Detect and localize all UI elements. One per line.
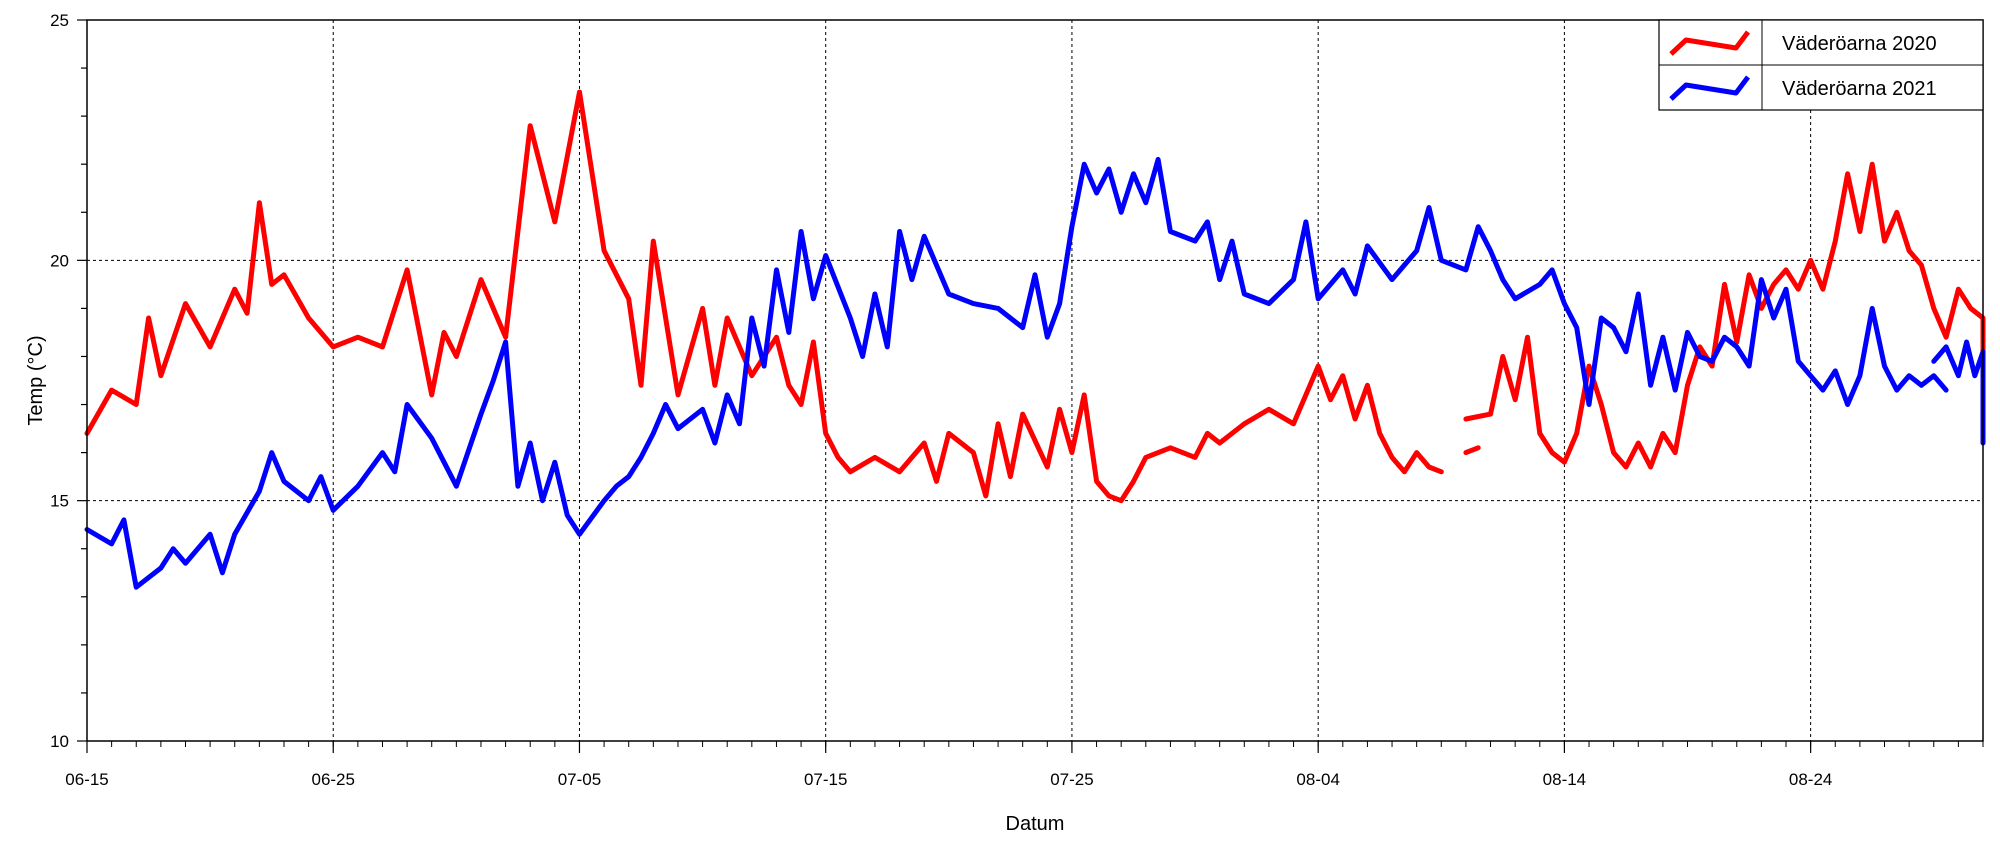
x-tick-label: 07-15 [804,770,847,789]
x-tick-label: 07-25 [1050,770,1093,789]
grid-lines [87,20,1983,741]
plot-area-frame [86,19,1984,742]
legend: Väderöarna 2020 Väderöarna 2021 [1658,19,1984,111]
x-axis-title: Datum [1006,813,1065,835]
x-tick-label: 08-24 [1789,770,1832,789]
x-tick-label: 08-14 [1543,770,1586,789]
y-tick-label: 25 [50,11,69,30]
y-tick-label: 20 [50,251,69,270]
x-tick-label: 06-15 [65,770,108,789]
legend-label-2020: Väderöarna 2020 [1782,33,1937,55]
legend-item-2021: Väderöarna 2021 [1669,75,1937,101]
x-tick-label: 07-05 [558,770,601,789]
x-tick-label: 08-04 [1296,770,1339,789]
y-axis-ticks: 10 15 20 25 [50,11,87,751]
legend-swatch-2020 [1669,30,1750,56]
x-axis-ticks: 06-15 06-25 07-05 07-15 07-25 08-04 08-14 08-24 [65,741,1984,789]
series-line-2020 [84,89,1444,504]
series-lines [84,89,1986,590]
x-tick-label: 06-25 [311,770,354,789]
y-tick-label: 10 [50,732,69,751]
legend-label-2021: Väderöarna 2021 [1782,78,1937,100]
legend-swatch-2021 [1669,75,1750,101]
series-line-2020 [1463,445,1481,456]
y-tick-label: 15 [50,492,69,511]
y-axis-title: Temp (°C) [25,335,47,425]
series-line-2021 [84,156,1949,590]
series-line-2020 [1463,161,1986,470]
legend-item-2020: Väderöarna 2020 [1669,30,1937,56]
